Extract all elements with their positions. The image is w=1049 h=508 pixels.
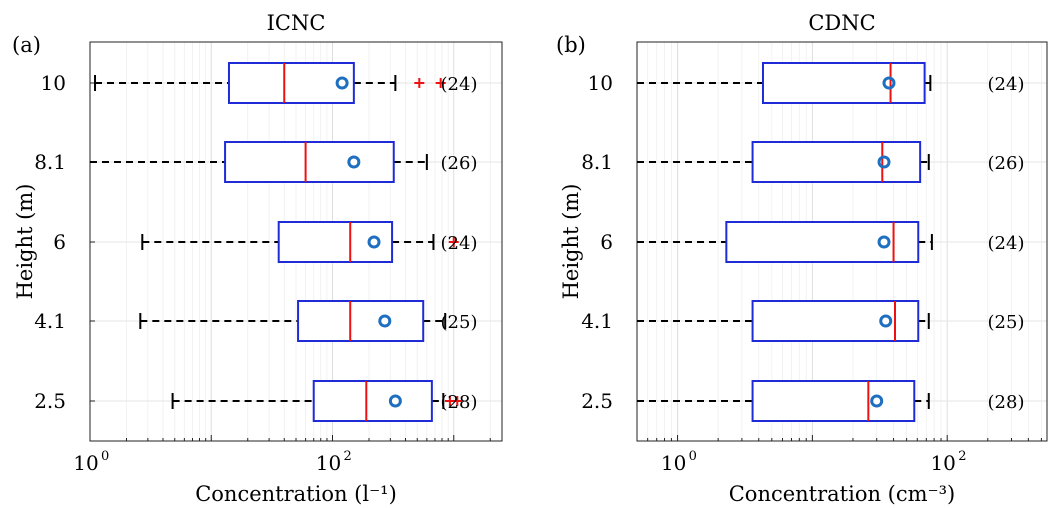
mean-marker xyxy=(388,394,402,408)
x-tick-label-exponent: 2 xyxy=(958,449,966,464)
box-6: (24) xyxy=(141,221,478,263)
mean-marker xyxy=(879,314,893,328)
y-axis-label: Height (m) xyxy=(13,184,37,300)
sample-count-label: (24) xyxy=(441,74,478,95)
sample-count-label: (24) xyxy=(988,233,1025,254)
box-iqr xyxy=(312,380,433,422)
y-tick-label: 4.1 xyxy=(581,309,613,333)
x-tick-label-exponent: 0 xyxy=(689,449,697,464)
y-tick-label: 6 xyxy=(53,230,66,254)
box-2-5: (28) xyxy=(637,380,1025,422)
box-iqr xyxy=(224,141,395,183)
mean-marker xyxy=(335,76,349,90)
box-iqr xyxy=(725,221,920,263)
box-10: (24) xyxy=(94,62,478,104)
sample-count-label: (25) xyxy=(988,312,1025,333)
box-iqr xyxy=(761,62,926,104)
x-tick-label-exponent: 0 xyxy=(101,449,109,464)
box-iqr xyxy=(751,380,916,422)
panel-label: (b) xyxy=(556,33,586,57)
y-tick-label: 8.1 xyxy=(581,150,613,174)
sample-count-label: (28) xyxy=(441,392,478,413)
sample-count-label: (24) xyxy=(988,74,1025,95)
box-4-1: (25) xyxy=(637,300,1025,342)
sample-count-label: (26) xyxy=(988,153,1025,174)
box-6: (24) xyxy=(637,221,1025,263)
y-tick-label: 10 xyxy=(41,71,66,95)
box-8-1: (26) xyxy=(637,141,1025,183)
box-4-1: (25) xyxy=(139,300,478,342)
mean-marker xyxy=(877,155,891,169)
panel-label: (a) xyxy=(12,33,41,57)
box-iqr xyxy=(297,300,425,342)
x-tick-label: 10 xyxy=(930,451,955,475)
chart-title: ICNC xyxy=(267,11,326,35)
mean-marker xyxy=(870,394,884,408)
outlier-marker xyxy=(448,237,459,247)
box-iqr xyxy=(227,62,355,104)
mean-marker xyxy=(882,76,896,90)
box-8-1: (26) xyxy=(90,141,478,183)
x-tick-label: 10 xyxy=(661,451,686,475)
x-tick-label: 10 xyxy=(73,451,98,475)
sample-count-label: (25) xyxy=(441,312,478,333)
mean-marker xyxy=(378,314,392,328)
y-tick-label: 8.1 xyxy=(34,150,66,174)
x-axis-label: Concentration (l⁻¹) xyxy=(195,482,397,506)
outlier-marker xyxy=(414,78,425,88)
y-tick-label: 6 xyxy=(600,230,613,254)
y-tick-label: 10 xyxy=(588,71,613,95)
chart-title: CDNC xyxy=(808,11,875,35)
box-2-5: (28) xyxy=(171,380,478,422)
box-iqr xyxy=(751,300,920,342)
mean-marker xyxy=(347,155,361,169)
box-iqr xyxy=(277,221,394,263)
sample-count-label: (26) xyxy=(441,153,478,174)
y-tick-label: 2.5 xyxy=(581,389,613,413)
y-axis-label: Height (m) xyxy=(559,184,583,300)
outlier-marker xyxy=(452,396,463,406)
mean-marker xyxy=(877,235,891,249)
x-axis-label: Concentration (cm⁻³) xyxy=(729,482,956,506)
outlier-marker xyxy=(435,78,446,88)
box-10: (24) xyxy=(637,62,1025,104)
sample-count-label: (28) xyxy=(988,392,1025,413)
y-tick-label: 4.1 xyxy=(34,309,66,333)
x-tick-label: 10 xyxy=(316,451,341,475)
sample-count-label: (24) xyxy=(441,233,478,254)
box-iqr xyxy=(751,141,922,183)
mean-marker xyxy=(367,235,381,249)
x-tick-label-exponent: 2 xyxy=(343,449,351,464)
y-tick-label: 2.5 xyxy=(34,389,66,413)
